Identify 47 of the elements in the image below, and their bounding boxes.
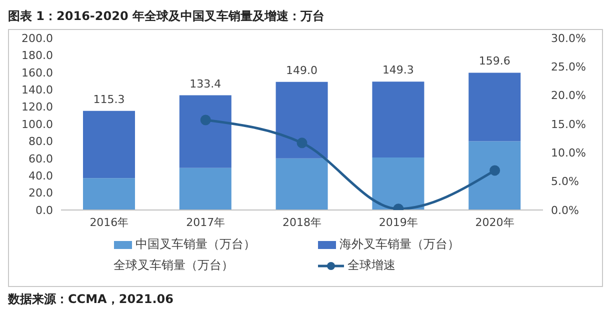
bar	[468, 141, 521, 210]
y-tick-label: 160.0	[22, 66, 53, 80]
bar	[276, 82, 328, 158]
y-tick-label: 80.0	[28, 135, 53, 148]
y-tick-label: 60.0	[28, 152, 53, 166]
bar	[179, 168, 232, 210]
bar	[179, 95, 232, 168]
legend-label: 海外叉车销量（万台）	[338, 236, 460, 253]
y-tick-label: 180.0	[22, 49, 53, 62]
x-tick-label: 2018年	[282, 216, 322, 229]
y2-tick-label: 15.0%	[551, 118, 586, 131]
point	[490, 165, 500, 176]
bar	[372, 82, 424, 158]
x-tick-label: 2020年	[475, 216, 514, 229]
bar	[372, 158, 424, 210]
bar	[83, 110, 135, 178]
y2-tick-label: 10.0%	[551, 146, 586, 160]
y-tick-label: 100.0	[22, 118, 53, 131]
y-tick-label: 200.0	[22, 32, 53, 45]
y-tick-label: 140.0	[22, 84, 53, 97]
y2-tick-label: 25.0%	[551, 60, 586, 74]
total-label: 149.0	[286, 64, 318, 77]
y2-tick-label: 5.0%	[551, 175, 579, 188]
total-label: 159.6	[478, 54, 510, 68]
y-tick-label: 0.0	[36, 204, 53, 217]
legend-label: 全球增速	[346, 257, 396, 274]
y2-tick-label: 0.0%	[551, 204, 579, 217]
y-tick-label: 20.0	[28, 186, 53, 200]
total-label: 115.3	[93, 92, 125, 106]
x-tick-label: 2017年	[186, 216, 226, 229]
point	[200, 114, 211, 126]
total-label: 133.4	[190, 77, 222, 90]
text: 全球叉车销量（万台）	[114, 257, 234, 274]
bar	[83, 178, 135, 210]
y-tick-label: 40.0	[28, 170, 53, 183]
bar	[468, 72, 521, 142]
chart-title: 图表 1：2016-2020 年全球及中国叉车销量及增速：万台	[8, 8, 326, 25]
y2-tick-label: 30.0%	[551, 32, 586, 45]
x-tick-label: 2016年	[90, 216, 129, 229]
y-tick-label: 120.0	[22, 100, 53, 114]
total-label: 149.3	[382, 64, 414, 77]
source-note: 数据来源：CCMA，2021.06	[8, 291, 174, 307]
y2-tick-label: 20.0%	[551, 89, 586, 102]
x-tick-label: 2019年	[378, 216, 418, 229]
point	[296, 138, 308, 148]
bar	[276, 158, 328, 210]
legend-label: 中国叉车销量（万台）	[134, 236, 256, 253]
